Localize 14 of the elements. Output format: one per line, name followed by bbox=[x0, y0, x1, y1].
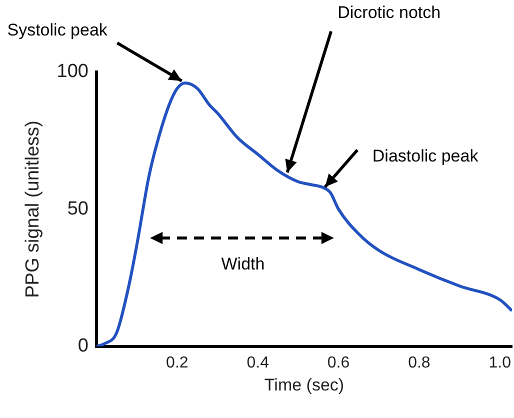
x-tick-label: 0.8 bbox=[408, 354, 430, 372]
annotation: Dicrotic notch bbox=[338, 2, 441, 22]
x-axis-title: Time (sec) bbox=[264, 375, 344, 394]
y-tick-label: 0 bbox=[78, 336, 88, 357]
x-tick-label: 0.4 bbox=[246, 354, 270, 372]
annotation: Systolic peak bbox=[7, 20, 108, 40]
y-tick-label: 50 bbox=[67, 198, 88, 220]
annotation: Diastolic peak bbox=[372, 146, 479, 166]
x-tick-label: 0.6 bbox=[327, 354, 350, 372]
y-tick-label: 100 bbox=[56, 61, 88, 82]
y-axis-title: PPG signal (unitless) bbox=[22, 120, 44, 298]
x-tick-label: 1.0 bbox=[488, 354, 512, 372]
annotation: Width bbox=[221, 254, 265, 274]
x-tick-label: 0.2 bbox=[166, 354, 188, 372]
